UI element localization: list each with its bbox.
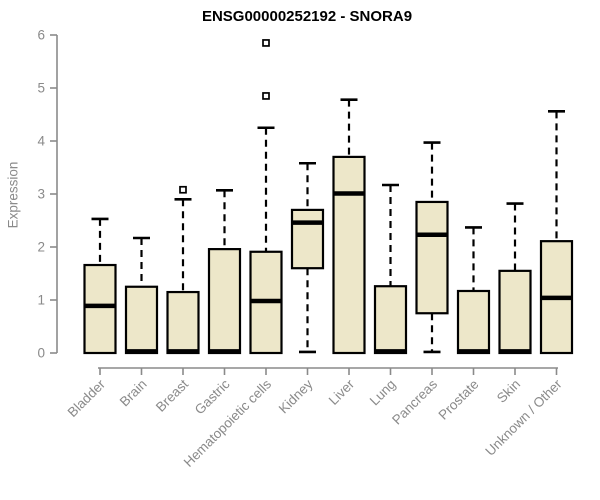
x-tick-label-gastric: Gastric <box>192 376 233 417</box>
x-tick-label-liver: Liver <box>326 376 358 408</box>
outlier-point-hematopoietic-cells <box>262 92 270 100</box>
box-brain <box>124 285 159 355</box>
outlier-point-hematopoietic-cells <box>262 39 270 47</box>
box-pancreas <box>415 200 449 315</box>
y-tick-label: 2 <box>37 240 45 255</box>
y-tick-label: 5 <box>37 81 45 96</box>
box-bladder <box>83 263 117 355</box>
x-tick-label-pancreas: Pancreas <box>389 376 440 427</box>
x-tick-label-prostate: Prostate <box>435 377 481 423</box>
x-tick-label-unknown-other: Unknown / Other <box>482 376 565 459</box>
box-liver <box>332 155 366 355</box>
y-tick-label: 6 <box>37 28 45 43</box>
box-gastric <box>207 248 242 355</box>
box-kidney <box>290 208 325 270</box>
x-tick-label-kidney: Kidney <box>276 376 316 416</box>
box-prostate <box>456 289 491 355</box>
x-tick-label-brain: Brain <box>117 377 150 410</box>
y-tick-label: 1 <box>37 293 45 308</box>
x-tick-label-breast: Breast <box>153 376 191 414</box>
y-tick-label: 4 <box>37 134 45 149</box>
x-tick-label-skin: Skin <box>494 377 523 406</box>
x-tick-label-bladder: Bladder <box>65 376 109 420</box>
box-breast <box>166 290 200 355</box>
box-lung <box>373 285 408 355</box>
y-tick-label: 3 <box>37 187 45 202</box>
chart-title: ENSG00000252192 - SNORA9 <box>201 8 413 25</box>
box-skin <box>498 269 532 355</box>
x-tick-label-lung: Lung <box>367 377 399 409</box>
y-tick-label: 0 <box>37 346 45 361</box>
outlier-point-breast <box>179 185 187 194</box>
